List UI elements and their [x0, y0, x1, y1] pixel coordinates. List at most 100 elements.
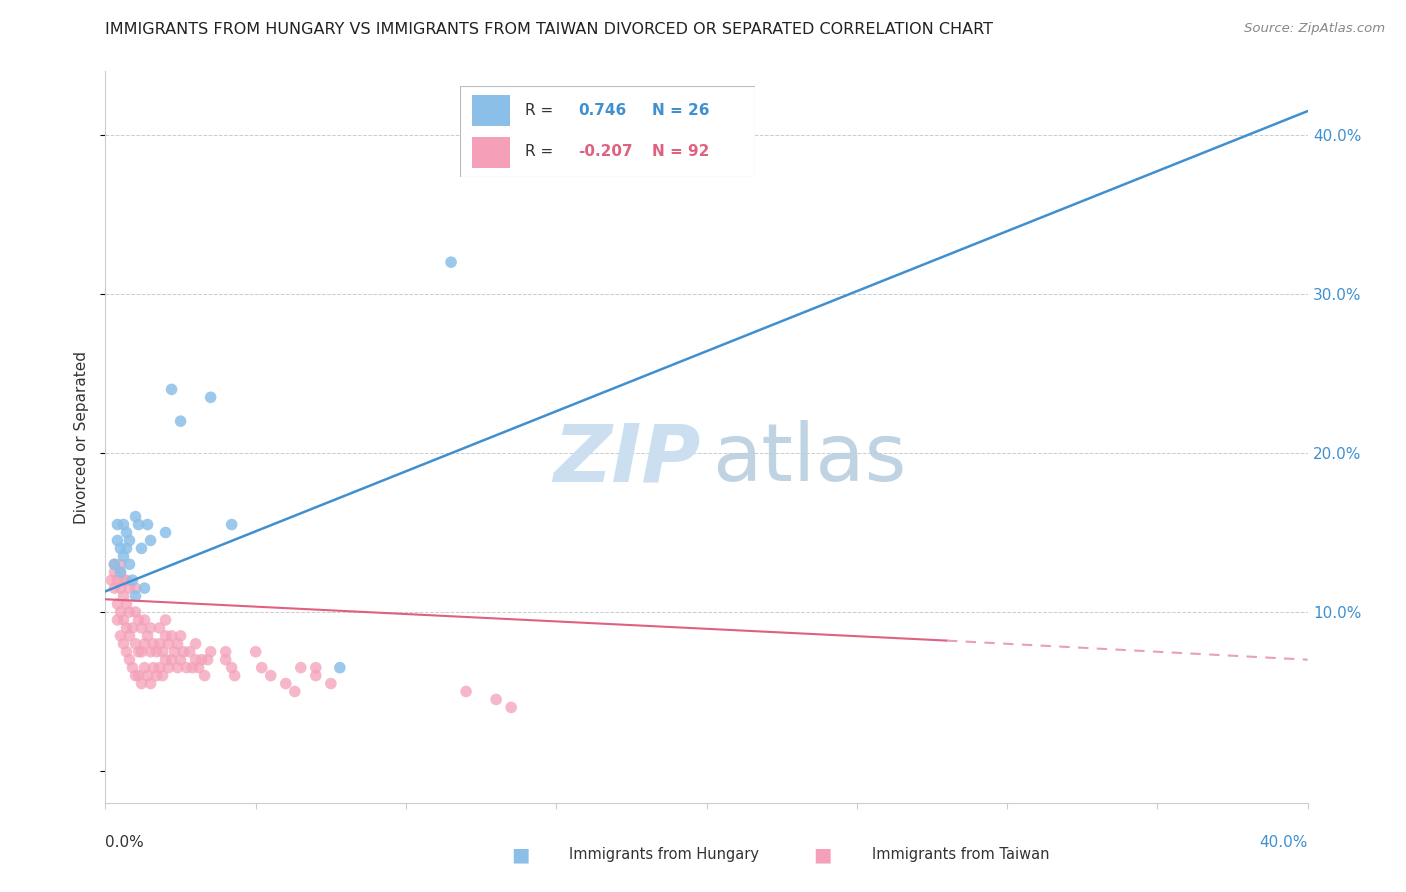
- Text: atlas: atlas: [713, 420, 907, 498]
- Point: [112, 549, 135, 564]
- Text: 40.0%: 40.0%: [1260, 836, 1308, 850]
- Point: [173, 645, 195, 659]
- Point: [160, 629, 183, 643]
- Point: [169, 653, 191, 667]
- Point: [501, 700, 523, 714]
- Point: [152, 645, 174, 659]
- Point: [148, 637, 170, 651]
- Point: [166, 637, 188, 651]
- Point: [112, 573, 135, 587]
- Point: [148, 621, 170, 635]
- Point: [200, 390, 222, 404]
- Point: [214, 653, 236, 667]
- Point: [124, 637, 146, 651]
- Point: [107, 597, 129, 611]
- Point: [184, 653, 207, 667]
- Point: [136, 668, 159, 682]
- Point: [115, 525, 138, 540]
- Point: [250, 660, 273, 674]
- Point: [131, 645, 153, 659]
- Point: [176, 660, 198, 674]
- Point: [124, 589, 146, 603]
- Point: [112, 517, 135, 532]
- Point: [128, 613, 150, 627]
- Point: [103, 558, 125, 572]
- Point: [214, 645, 236, 659]
- Point: [160, 383, 183, 397]
- Point: [157, 660, 180, 674]
- Point: [169, 414, 191, 428]
- Point: [110, 605, 132, 619]
- Point: [118, 629, 141, 643]
- Point: [184, 637, 207, 651]
- Point: [107, 517, 129, 532]
- Point: [103, 558, 125, 572]
- Point: [440, 255, 463, 269]
- Point: [115, 597, 138, 611]
- Point: [103, 581, 125, 595]
- Point: [136, 629, 159, 643]
- Point: [245, 645, 267, 659]
- Point: [128, 645, 150, 659]
- Point: [118, 605, 141, 619]
- Point: [124, 509, 146, 524]
- Point: [118, 558, 141, 572]
- Point: [110, 541, 132, 556]
- Point: [187, 660, 209, 674]
- Text: ■: ■: [813, 845, 832, 864]
- Point: [166, 660, 188, 674]
- Point: [194, 668, 217, 682]
- Point: [131, 621, 153, 635]
- Point: [155, 613, 177, 627]
- Point: [115, 541, 138, 556]
- Point: [155, 629, 177, 643]
- Point: [128, 517, 150, 532]
- Point: [221, 517, 243, 532]
- Point: [118, 581, 141, 595]
- Point: [454, 684, 477, 698]
- Point: [107, 573, 129, 587]
- Point: [155, 525, 177, 540]
- Point: [134, 637, 156, 651]
- Point: [155, 653, 177, 667]
- Point: [121, 621, 143, 635]
- Point: [121, 573, 143, 587]
- Point: [305, 668, 328, 682]
- Point: [115, 645, 138, 659]
- Point: [169, 629, 191, 643]
- Point: [110, 558, 132, 572]
- Text: IMMIGRANTS FROM HUNGARY VS IMMIGRANTS FROM TAIWAN DIVORCED OR SEPARATED CORRELAT: IMMIGRANTS FROM HUNGARY VS IMMIGRANTS FR…: [105, 22, 994, 37]
- Point: [131, 676, 153, 690]
- Point: [115, 573, 138, 587]
- Point: [139, 645, 162, 659]
- Point: [134, 581, 156, 595]
- Point: [128, 668, 150, 682]
- Point: [197, 653, 219, 667]
- Point: [112, 637, 135, 651]
- Point: [200, 645, 222, 659]
- Y-axis label: Divorced or Separated: Divorced or Separated: [75, 351, 90, 524]
- Point: [152, 668, 174, 682]
- Point: [329, 660, 352, 674]
- Point: [103, 566, 125, 580]
- Point: [305, 660, 328, 674]
- Text: ■: ■: [510, 845, 530, 864]
- Point: [124, 605, 146, 619]
- Point: [115, 621, 138, 635]
- Text: Source: ZipAtlas.com: Source: ZipAtlas.com: [1244, 22, 1385, 36]
- Text: ZIP: ZIP: [553, 420, 700, 498]
- Point: [181, 660, 204, 674]
- Point: [100, 573, 122, 587]
- Point: [110, 566, 132, 580]
- Point: [179, 645, 201, 659]
- Point: [190, 653, 212, 667]
- Point: [139, 676, 162, 690]
- Point: [485, 692, 508, 706]
- Point: [124, 581, 146, 595]
- Point: [290, 660, 312, 674]
- Point: [142, 660, 165, 674]
- Point: [118, 533, 141, 548]
- Point: [112, 589, 135, 603]
- Point: [142, 637, 165, 651]
- Point: [136, 517, 159, 532]
